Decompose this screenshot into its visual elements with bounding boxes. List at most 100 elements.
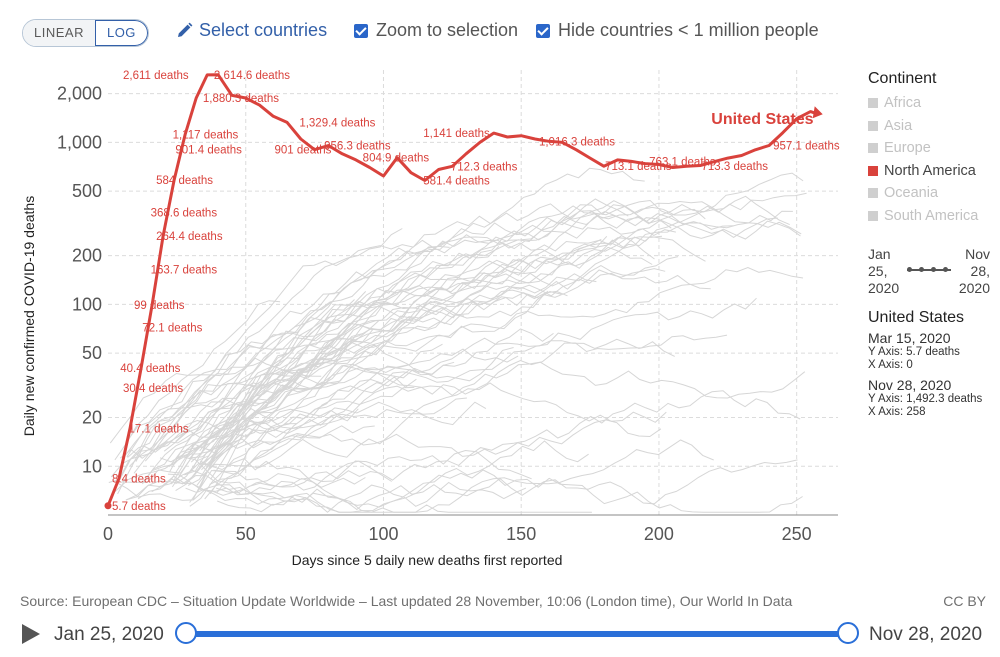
- background-country-line: [175, 203, 793, 442]
- data-label: 1,329.4 deaths: [299, 117, 375, 129]
- mini-timeline-start: Jan 25, 2020: [868, 246, 900, 296]
- background-country-line: [135, 224, 677, 462]
- timeline-track[interactable]: [185, 631, 847, 637]
- legend-item-africa[interactable]: Africa: [868, 92, 998, 115]
- background-country-line: [189, 361, 455, 503]
- background-country-line: [217, 494, 592, 513]
- scale-toggle[interactable]: LINEAR LOG: [22, 19, 149, 47]
- data-label: 957.1 deaths: [773, 140, 840, 152]
- legend-item-south-america[interactable]: South America: [868, 205, 998, 228]
- info-point-end: Nov 28, 2020 Y Axis: 1,492.3 deaths X Ax…: [868, 377, 983, 419]
- background-country-line: [110, 401, 487, 478]
- background-country-line: [209, 425, 375, 485]
- license-link[interactable]: CC BY: [943, 593, 986, 609]
- mini-timeline-end: Nov 28, 2020: [958, 246, 990, 296]
- series-start-point: [104, 502, 112, 510]
- zoom-checkbox-box[interactable]: [354, 23, 368, 38]
- hide-small-countries-checkbox[interactable]: Hide countries < 1 million people: [536, 20, 819, 41]
- source-text: Source: European CDC – Situation Update …: [20, 593, 793, 609]
- data-label: 1,117 deaths: [173, 130, 239, 142]
- axis-ticks: 10 20 50 100 200 500 1,000 2,000 0 50 100 150 200 250: [57, 84, 812, 544]
- data-label: 901 deaths: [275, 145, 332, 157]
- data-label: 72.1 deaths: [142, 322, 202, 334]
- background-country-line: [115, 460, 392, 501]
- background-country-line: [171, 222, 734, 485]
- data-label: 1,016.3 deaths: [539, 136, 615, 148]
- select-countries-button[interactable]: Select countries: [176, 20, 327, 41]
- y-tick-label: 100: [72, 294, 102, 314]
- legend-item-oceania[interactable]: Oceania: [868, 182, 998, 205]
- data-label: 584 deaths: [156, 175, 213, 187]
- data-label: 901.4 deaths: [175, 145, 242, 157]
- zoom-label: Zoom to selection: [376, 20, 519, 40]
- y-tick-label: 20: [82, 408, 102, 428]
- timeline-end-handle[interactable]: [837, 622, 859, 644]
- info-panel: United States Mar 15, 2020 Y Axis: 5.7 d…: [868, 309, 998, 425]
- background-country-line: [129, 245, 450, 467]
- background-country-line: [123, 328, 554, 458]
- background-country-line: [167, 449, 532, 496]
- hide-checkbox-box[interactable]: [536, 23, 550, 38]
- background-country-line: [117, 195, 790, 483]
- linear-scale-button[interactable]: LINEAR: [23, 20, 95, 46]
- background-country-line: [188, 299, 355, 460]
- background-country-line: [184, 456, 527, 513]
- background-country-line: [201, 245, 500, 471]
- pencil-icon: [178, 22, 193, 37]
- legend-swatch: [868, 143, 878, 154]
- legend-swatch: [868, 120, 878, 131]
- legend-label: Africa: [884, 95, 922, 112]
- legend-label: Oceania: [884, 185, 939, 202]
- info-point-start: Mar 15, 2020 Y Axis: 5.7 deaths X Axis: …: [868, 330, 960, 372]
- legend-item-europe[interactable]: Europe: [868, 137, 998, 160]
- background-country-line: [185, 172, 804, 451]
- data-label: 713.3 deaths: [702, 161, 769, 173]
- background-country-line: [151, 376, 417, 472]
- legend-swatch: [868, 98, 878, 109]
- data-label: 1,880.3 deaths: [203, 93, 279, 105]
- data-label: 2,614.6 deaths: [214, 70, 290, 82]
- background-country-line: [109, 199, 706, 444]
- legend-item-north-america[interactable]: North America: [868, 160, 998, 183]
- data-label: 763.1 deaths: [649, 156, 716, 168]
- timeline-end-date: Nov 28, 2020: [869, 624, 983, 645]
- background-country-line: [200, 291, 367, 465]
- info-country: United States: [868, 309, 965, 326]
- background-country-line: [192, 272, 711, 501]
- y-axis-title: Daily new confirmed COVID-19 deaths: [21, 196, 37, 436]
- select-countries-label: Select countries: [199, 20, 328, 40]
- background-country-line: [210, 307, 465, 480]
- background-country-line: [216, 390, 801, 494]
- y-tick-label: 10: [82, 456, 102, 476]
- background-country-line: [159, 408, 359, 463]
- x-tick-label: 0: [103, 524, 113, 544]
- y-tick-label: 1,000: [57, 132, 102, 152]
- x-tick-label: 100: [368, 524, 398, 544]
- background-country-line: [194, 200, 802, 450]
- play-icon[interactable]: [22, 624, 40, 644]
- background-country-line: [114, 300, 281, 461]
- x-tick-label: 200: [644, 524, 674, 544]
- data-label: 712.3 deaths: [451, 161, 518, 173]
- continent-legend: Continent Africa Asia Europe North America O…: [868, 70, 998, 227]
- data-label: 1,141 deaths: [423, 128, 490, 140]
- timeline-start-handle[interactable]: [175, 622, 197, 644]
- background-country-line: [185, 469, 803, 513]
- zoom-to-selection-checkbox[interactable]: Zoom to selection: [354, 20, 518, 41]
- hide-label: Hide countries < 1 million people: [558, 20, 819, 40]
- data-label: 264.4 deaths: [156, 231, 223, 243]
- series-end-marker: [812, 106, 823, 119]
- data-label: 713.1 deaths: [605, 161, 672, 173]
- background-country-line: [126, 382, 667, 501]
- data-label: 99 deaths: [134, 300, 185, 312]
- background-country-line: [213, 459, 798, 511]
- background-country-line: [200, 192, 807, 456]
- log-scale-button[interactable]: LOG: [94, 20, 148, 46]
- background-country-line: [169, 268, 666, 468]
- series-label-united-states: United States: [711, 111, 813, 128]
- data-label: 581.4 deaths: [423, 176, 490, 188]
- mini-timeline-arrow: [907, 267, 951, 272]
- background-country-line: [113, 397, 467, 493]
- background-country-line: [126, 167, 645, 442]
- legend-item-asia[interactable]: Asia: [868, 115, 998, 138]
